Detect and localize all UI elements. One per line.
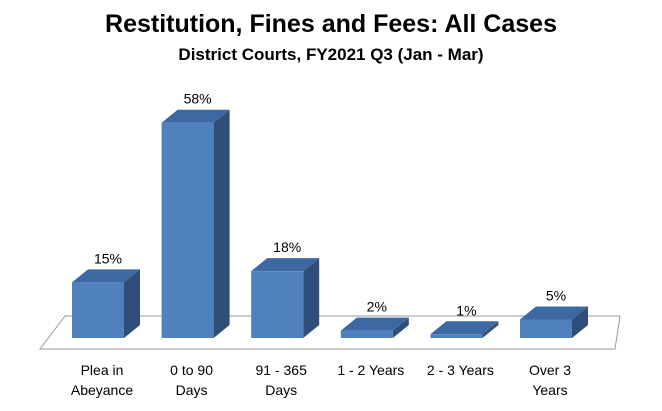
bar-top bbox=[430, 321, 499, 335]
bar-front bbox=[251, 271, 304, 338]
category-label-line: Over 3 bbox=[529, 362, 571, 378]
bar-side bbox=[213, 109, 230, 338]
category-label-line: Plea in bbox=[81, 362, 124, 378]
bar-front bbox=[340, 330, 393, 338]
chart-subtitle: District Courts, FY2021 Q3 (Jan - Mar) bbox=[178, 45, 484, 64]
chart-title: Restitution, Fines and Fees: All Cases bbox=[105, 10, 557, 38]
bar bbox=[430, 321, 499, 338]
bar-side bbox=[392, 317, 409, 338]
data-label: 15% bbox=[94, 250, 122, 266]
category-label-line: 0 to 90 bbox=[170, 362, 213, 378]
bar-top bbox=[520, 306, 588, 320]
bar-top bbox=[72, 269, 140, 283]
data-label: 1% bbox=[456, 302, 476, 318]
bar-side bbox=[124, 269, 140, 338]
bars-group bbox=[72, 109, 588, 338]
bar-side bbox=[482, 321, 499, 338]
bar-top bbox=[161, 109, 230, 123]
category-label: 1 - 2 Years bbox=[337, 362, 404, 378]
category-label-line: 1 - 2 Years bbox=[337, 362, 404, 378]
category-label-line: Abeyance bbox=[71, 382, 133, 398]
category-label-line: Years bbox=[532, 382, 567, 398]
category-label: 91 - 365 Days bbox=[256, 362, 308, 398]
bar bbox=[161, 109, 230, 338]
bar bbox=[520, 306, 588, 338]
bar-side bbox=[303, 258, 320, 338]
category-label: Plea in Abeyance bbox=[71, 362, 133, 398]
data-label: 18% bbox=[273, 239, 301, 255]
bar-side bbox=[572, 306, 588, 338]
category-label: 2 - 3 Years bbox=[427, 362, 494, 378]
bar-top bbox=[251, 258, 320, 272]
data-label: 5% bbox=[546, 287, 566, 303]
bar bbox=[340, 317, 409, 338]
data-label: 58% bbox=[184, 91, 212, 107]
data-label: 2% bbox=[367, 299, 387, 315]
category-label-line: 2 - 3 Years bbox=[427, 362, 494, 378]
bar bbox=[251, 258, 320, 338]
bar-front bbox=[430, 334, 483, 338]
bar-front bbox=[520, 319, 572, 338]
labels-group: 15% Plea in Abeyance 58% 0 to 90 Days 18% 91 - … bbox=[71, 91, 571, 398]
category-label-line: Days bbox=[176, 382, 208, 398]
category-label: 0 to 90 Days bbox=[170, 362, 213, 398]
bar bbox=[72, 269, 140, 338]
bar-front bbox=[161, 122, 214, 338]
bar-top bbox=[340, 317, 409, 331]
category-label-line: 91 - 365 bbox=[256, 362, 308, 378]
category-label: Over 3 Years bbox=[529, 362, 571, 398]
category-label-line: Days bbox=[265, 382, 297, 398]
bar-front bbox=[72, 282, 124, 338]
